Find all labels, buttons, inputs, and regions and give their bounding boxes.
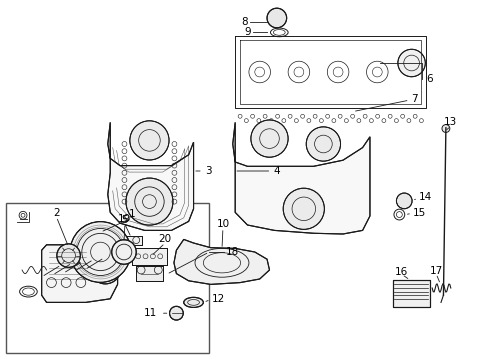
- Polygon shape: [174, 239, 270, 284]
- Text: 15: 15: [413, 208, 426, 218]
- Text: 1: 1: [129, 209, 136, 219]
- Bar: [120, 236, 142, 245]
- Circle shape: [70, 222, 131, 282]
- Text: 16: 16: [395, 267, 409, 277]
- Text: 17: 17: [429, 266, 443, 276]
- Bar: [393, 280, 430, 307]
- Text: 9: 9: [244, 27, 251, 37]
- Circle shape: [398, 49, 425, 77]
- Ellipse shape: [184, 297, 203, 307]
- Circle shape: [396, 193, 412, 209]
- Text: 10: 10: [217, 219, 229, 229]
- Bar: [136, 266, 163, 281]
- Bar: [6, 203, 209, 353]
- Circle shape: [57, 244, 80, 267]
- Text: 13: 13: [444, 117, 458, 127]
- Text: 4: 4: [273, 166, 280, 176]
- Polygon shape: [108, 122, 194, 230]
- Circle shape: [90, 252, 121, 284]
- Text: 14: 14: [419, 192, 432, 202]
- Text: 5: 5: [122, 215, 128, 225]
- Text: 11: 11: [144, 308, 157, 318]
- Text: 3: 3: [205, 166, 212, 176]
- Circle shape: [442, 125, 450, 132]
- Circle shape: [267, 8, 287, 28]
- Bar: [136, 266, 163, 281]
- Circle shape: [170, 306, 183, 320]
- Bar: [120, 236, 142, 245]
- Text: 12: 12: [212, 294, 225, 304]
- Circle shape: [283, 188, 324, 229]
- Circle shape: [251, 120, 288, 157]
- Bar: [132, 248, 167, 265]
- Circle shape: [306, 127, 341, 161]
- Polygon shape: [233, 122, 370, 234]
- Polygon shape: [42, 245, 118, 302]
- Bar: [132, 248, 167, 265]
- Circle shape: [126, 178, 173, 225]
- Text: 6: 6: [426, 74, 433, 84]
- Text: 2: 2: [53, 208, 60, 218]
- Text: 19: 19: [117, 214, 131, 224]
- Circle shape: [112, 240, 136, 264]
- Circle shape: [130, 121, 169, 160]
- Text: 18: 18: [225, 247, 239, 257]
- Bar: [393, 280, 430, 307]
- Text: 7: 7: [411, 94, 417, 104]
- Text: 8: 8: [241, 17, 247, 27]
- Text: 20: 20: [159, 234, 171, 244]
